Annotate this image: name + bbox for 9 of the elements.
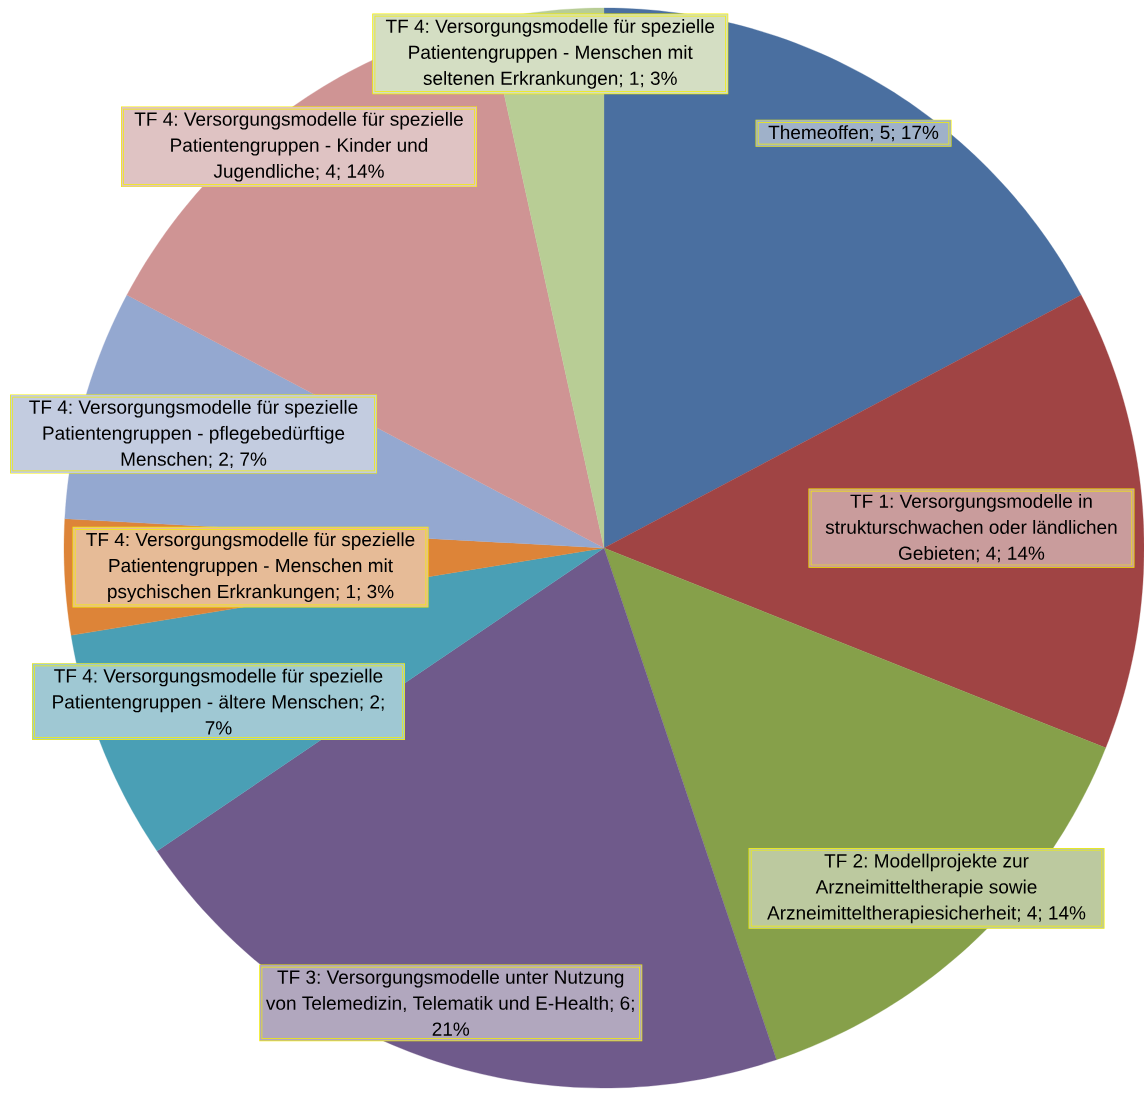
data-label: TF 4: Versorgungsmodelle für spezielle Patientengruppen - pflegebedürftige Menschen; 2; 7%: [29, 399, 358, 469]
data-label: TF 4: Versorgungsmodelle für spezielle Patientengruppen - ältere Menschen; 2; 7%: [53, 668, 384, 735]
data-label: TF 1: Versorgungsmodelle in strukturschwachen oder ländlichen Gebieten; 4; 14%: [825, 493, 1117, 563]
data-label: TF 4: Versorgungsmodelle für spezielle Patientengruppen - Menschen mit seltenen Erkrankungen; 1; 3%: [385, 19, 715, 89]
data-label: TF 4: Versorgungsmodelle für spezielle Patientengruppen - Menschen mit psychischen Erkrankungen; 1; 3%: [86, 532, 415, 602]
data-label: TF 4: Versorgungsmodelle für spezielle Patientengruppen - Kinder und Jugendliche; 4; 14%: [134, 111, 463, 182]
data-label: TF 3: Versorgungsmodelle unter Nutzung von Telemedizin, Telematik und E-Health; 6; 21%: [265, 969, 634, 1036]
data-label: TF 2: Modellprojekte zur Arzneimitteltherapie sowie Arzneimitteltherapiesicherheit; 4; 14%: [767, 853, 1086, 924]
data-label: Themeoffen; 5; 17%: [768, 125, 939, 142]
